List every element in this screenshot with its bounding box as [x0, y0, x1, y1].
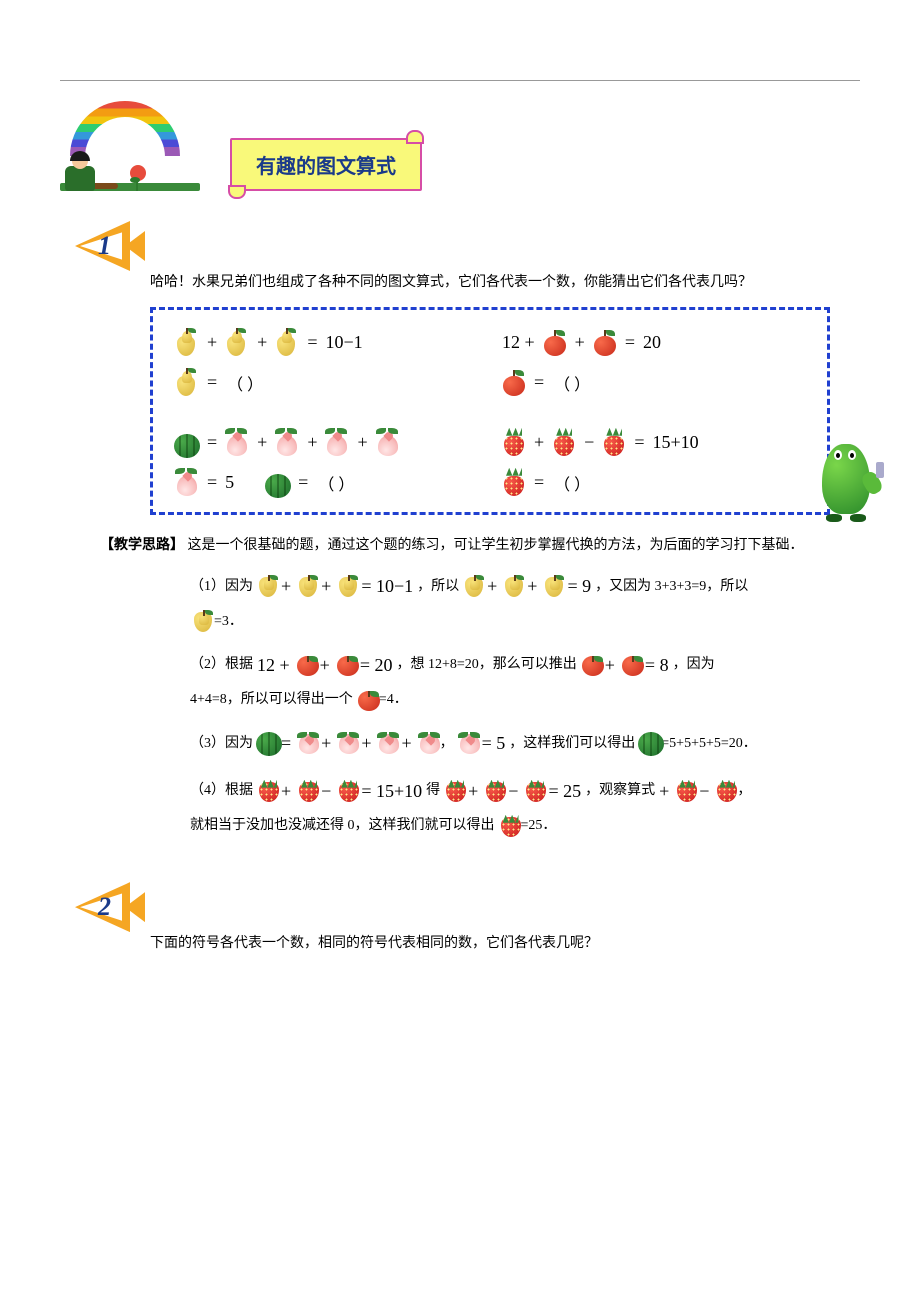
pear-icon [173, 368, 201, 398]
apple-icon [541, 328, 569, 358]
section-number-label: 1 [98, 231, 111, 261]
page: 有趣的图文算式 1 哈哈！水果兄弟们也组成了各种不同的图文算式，它们各代表一个数… [0, 0, 920, 1008]
section-2: 2 下面的符号各代表一个数，相同的符号代表相同的数，它们各代表几呢？ [60, 872, 860, 956]
peach-icon [295, 732, 317, 756]
pear-icon [173, 328, 201, 358]
problem-4: + − = 15+10 = （ ） [500, 428, 807, 498]
peach-icon [335, 732, 357, 756]
watermelon-icon [264, 468, 292, 498]
watermelon-icon [637, 732, 659, 756]
strawberry-icon [600, 428, 628, 458]
solution-block: 【教学思路】 这是一个很基础的题，通过这个题的练习，可让学生初步掌握代换的方法，… [100, 533, 820, 842]
person-icon [60, 146, 115, 191]
p4-rhs: 15+10 [650, 432, 700, 453]
pear-icon [190, 610, 212, 634]
p4-answer-blank: （ ） [550, 471, 590, 495]
mascot-icon [812, 432, 882, 522]
top-divider [60, 80, 860, 81]
section-number-1: 1 [60, 211, 150, 281]
pear-icon [255, 575, 277, 599]
strawberry-icon [500, 428, 528, 458]
section2-intro: 下面的符号各代表一个数，相同的符号代表相同的数，它们各代表几呢？ [150, 932, 860, 956]
strawberry-icon [550, 428, 578, 458]
strawberry-icon [295, 780, 317, 804]
strawberry-icon [500, 468, 528, 498]
problem-2: 12 + + = 20 = （ ） [500, 328, 807, 398]
p3-answer-blank: （ ） [314, 471, 354, 495]
pear-icon [223, 328, 251, 358]
pear-icon [461, 575, 483, 599]
watermelon-icon [173, 428, 201, 458]
header-row: 有趣的图文算式 [60, 101, 860, 191]
watermelon-icon [255, 732, 277, 756]
p2-rhs: 20 [641, 332, 663, 353]
solution-list: （1）因为 + + = 10−1 ，所以 + + [190, 567, 820, 842]
section-number-label: 2 [98, 892, 111, 922]
problem-box: + + = 10−1 = （ ） 12 + + [150, 307, 830, 515]
apple-icon [500, 368, 528, 398]
solution-body: 这是一个很基础的题，通过这个题的练习，可让学生初步掌握代换的方法，为后面的学习打… [188, 538, 804, 553]
p1-answer-blank: （ ） [223, 371, 263, 395]
solution-head: 【教学思路】 [100, 538, 184, 553]
pear-icon [335, 575, 357, 599]
peach-icon [416, 732, 438, 756]
p2-lhs-prefix: 12 + [500, 332, 537, 353]
pear-icon [295, 575, 317, 599]
peach-icon [323, 428, 351, 458]
section1-intro: 哈哈！水果兄弟们也组成了各种不同的图文算式，它们各代表一个数，你能猜出它们各代表… [150, 271, 860, 295]
problem-3: = + + + = 5 = （ ） [173, 428, 480, 498]
strawberry-icon [335, 780, 357, 804]
solution-item-3: （3）因为 = + + + ， = 5 [190, 724, 820, 764]
strawberry-icon [673, 780, 695, 804]
problem-1: + + = 10−1 = （ ） [173, 328, 480, 398]
pear-icon [501, 575, 523, 599]
strawberry-icon [482, 780, 504, 804]
rainbow-illustration [60, 101, 200, 191]
peach-icon [223, 428, 251, 458]
strawberry-icon [713, 780, 735, 804]
pear-icon [541, 575, 563, 599]
apple-icon [355, 689, 377, 713]
apple-icon [591, 328, 619, 358]
peach-icon [374, 428, 402, 458]
solution-item-1: （1）因为 + + = 10−1 ，所以 + + [190, 567, 820, 637]
solution-item-2: （2）根据 12 + + = 20 ，想 12+8=20，那么可以推出 + = … [190, 646, 820, 716]
p2-answer-blank: （ ） [550, 371, 590, 395]
solution-item-4: （4）根据 + − = 15+10 得 + − [190, 772, 820, 842]
p3-given: 5 [223, 472, 236, 493]
strawberry-icon [442, 780, 464, 804]
apple-icon [294, 654, 316, 678]
peach-icon [456, 732, 478, 756]
section-number-2: 2 [60, 872, 150, 942]
peach-icon [375, 732, 397, 756]
p1-rhs: 10−1 [323, 332, 364, 353]
peach-icon [273, 428, 301, 458]
pear-icon [273, 328, 301, 358]
page-title: 有趣的图文算式 [230, 138, 422, 191]
strawberry-icon [497, 815, 519, 839]
strawberry-icon [522, 780, 544, 804]
problem-grid: + + = 10−1 = （ ） 12 + + [173, 328, 807, 498]
strawberry-icon [255, 780, 277, 804]
s1-lead: （1）因为 [190, 572, 253, 603]
peach-icon [173, 468, 201, 498]
apple-icon [579, 654, 601, 678]
apple-icon [334, 654, 356, 678]
apple-icon [619, 654, 641, 678]
